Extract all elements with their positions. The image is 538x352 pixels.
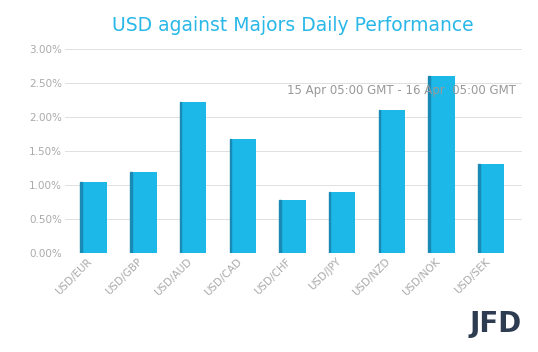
- Polygon shape: [130, 172, 132, 253]
- Title: USD against Majors Daily Performance: USD against Majors Daily Performance: [112, 16, 474, 35]
- Bar: [132, 172, 157, 253]
- Polygon shape: [428, 76, 430, 253]
- Bar: [231, 139, 256, 253]
- Bar: [479, 164, 505, 253]
- Text: 15 Apr 05:00 GMT - 16 Apr  05:00 GMT: 15 Apr 05:00 GMT - 16 Apr 05:00 GMT: [287, 84, 516, 98]
- Bar: [430, 76, 455, 253]
- Bar: [82, 182, 107, 253]
- Polygon shape: [279, 200, 281, 253]
- Polygon shape: [329, 192, 330, 253]
- Bar: [330, 192, 355, 253]
- Text: JFD: JFD: [470, 310, 522, 338]
- Bar: [281, 200, 306, 253]
- Bar: [181, 102, 206, 253]
- Polygon shape: [379, 111, 380, 253]
- Polygon shape: [230, 139, 231, 253]
- Polygon shape: [478, 164, 479, 253]
- Bar: [380, 111, 405, 253]
- Polygon shape: [180, 102, 181, 253]
- Polygon shape: [81, 182, 82, 253]
